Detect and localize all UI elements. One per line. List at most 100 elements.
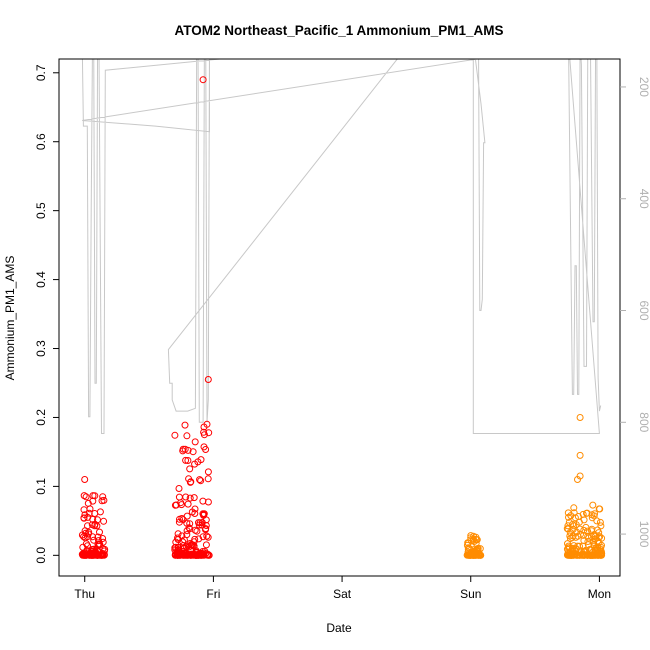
data-point xyxy=(82,493,90,501)
data-point-outlier xyxy=(574,476,581,483)
data-point xyxy=(172,501,180,509)
data-point xyxy=(183,432,191,440)
data-point xyxy=(89,492,97,500)
x-axis-label: Date xyxy=(326,621,352,635)
data-point xyxy=(563,525,571,533)
altitude-line xyxy=(81,59,602,434)
data-point xyxy=(175,551,183,559)
data-point xyxy=(95,537,102,545)
data-point xyxy=(574,542,582,550)
data-point xyxy=(196,476,204,484)
y-tick-label: 0.6 xyxy=(34,133,48,150)
data-point xyxy=(596,518,604,526)
data-point xyxy=(597,551,605,559)
data-point xyxy=(570,551,578,559)
altitude-line-layer xyxy=(81,59,602,434)
y-tick-label: 0.3 xyxy=(34,340,48,357)
y-tick-label: 0.4 xyxy=(34,271,48,288)
data-point xyxy=(185,551,193,559)
data-point xyxy=(85,509,93,517)
data-point xyxy=(174,534,181,542)
data-point xyxy=(190,542,198,550)
x-tick-label: Sat xyxy=(333,587,352,601)
data-point xyxy=(597,522,605,530)
data-point xyxy=(184,457,192,464)
data-point xyxy=(467,532,475,540)
data-point xyxy=(583,551,591,559)
data-point xyxy=(193,527,201,535)
data-point xyxy=(90,536,98,544)
data-point xyxy=(190,494,198,502)
data-point xyxy=(589,501,597,509)
data-point xyxy=(80,533,88,541)
data-point xyxy=(80,514,88,522)
data-point xyxy=(81,511,89,519)
data-point xyxy=(99,538,107,546)
data-point xyxy=(584,532,592,540)
data-point xyxy=(202,526,209,534)
y-axis: 0.0 0.1 0.2 0.3 0.4 0.5 0.6 0.7 xyxy=(34,64,59,564)
data-point xyxy=(89,533,97,541)
x-axis: Thu Fri Sat Sun Mon xyxy=(74,576,611,601)
data-point xyxy=(197,549,205,557)
data-point xyxy=(178,501,185,509)
data-point xyxy=(195,535,203,543)
data-points-layer xyxy=(78,76,606,559)
x-tick-label: Sun xyxy=(460,587,481,601)
data-point xyxy=(182,456,190,464)
data-point xyxy=(588,514,596,522)
data-point-outlier xyxy=(81,476,89,483)
data-point xyxy=(84,542,91,550)
data-point xyxy=(566,544,573,552)
data-point xyxy=(586,551,594,559)
data-point xyxy=(204,533,212,541)
data-point xyxy=(185,475,193,483)
y2-tick-label: 800 xyxy=(637,412,650,432)
data-point xyxy=(175,493,183,501)
data-point xyxy=(179,516,187,524)
data-point xyxy=(464,539,472,547)
data-point xyxy=(95,548,103,556)
data-point xyxy=(96,528,103,536)
data-point xyxy=(570,504,578,512)
data-point xyxy=(472,535,480,543)
data-point xyxy=(584,538,592,545)
data-point xyxy=(191,505,199,513)
data-point xyxy=(202,541,210,549)
y-tick-label: 0.7 xyxy=(34,64,48,81)
y2-tick-label: 600 xyxy=(637,300,650,320)
x-tick-label: Thu xyxy=(74,587,95,601)
data-point xyxy=(179,447,187,455)
data-point xyxy=(178,532,186,540)
data-point xyxy=(464,548,472,556)
data-point xyxy=(96,508,104,516)
right-altitude-axis: 200 400 600 800 1000 xyxy=(620,77,650,548)
data-point xyxy=(204,475,212,483)
data-point xyxy=(572,550,580,558)
data-point xyxy=(203,532,211,540)
data-point xyxy=(199,551,207,559)
data-point-outlier xyxy=(99,493,107,501)
data-point xyxy=(98,497,106,505)
data-point xyxy=(590,551,598,559)
data-point xyxy=(191,535,199,543)
data-point xyxy=(205,429,213,437)
data-point xyxy=(590,512,598,520)
data-point xyxy=(79,550,87,558)
data-point xyxy=(202,516,210,524)
data-point xyxy=(570,509,578,517)
data-point xyxy=(174,530,182,538)
data-point xyxy=(179,544,187,552)
data-point xyxy=(181,421,189,429)
y-tick-label: 0.1 xyxy=(34,478,48,495)
data-point xyxy=(84,522,91,530)
data-point xyxy=(186,520,194,528)
data-point xyxy=(570,522,578,530)
data-point-outlier xyxy=(185,524,193,532)
data-point xyxy=(191,551,199,559)
data-point xyxy=(86,505,94,513)
data-point xyxy=(588,527,595,535)
data-point xyxy=(566,532,574,540)
y2-tick-label: 200 xyxy=(637,77,650,97)
